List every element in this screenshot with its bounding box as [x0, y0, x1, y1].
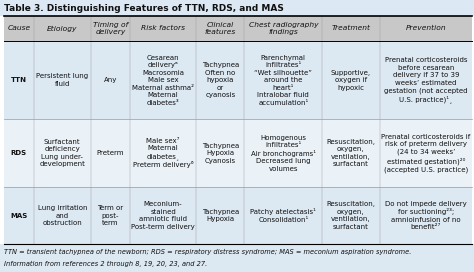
Bar — [4, 41, 472, 119]
Text: Cesarean
deliveryᵃ
Macrosomia
Male sex
Maternal asthma²
Maternal
diabetes³: Cesarean deliveryᵃ Macrosomia Male sex M… — [132, 55, 194, 106]
Bar — [0, 0, 474, 16]
Text: Patchy atelectasis¹
Consolidation¹: Patchy atelectasis¹ Consolidation¹ — [250, 208, 316, 223]
Text: Parenchymal
infiltrates¹
“Wet silhouette”
around the
heart¹
Intralobar fluid
acc: Parenchymal infiltrates¹ “Wet silhouette… — [255, 55, 312, 106]
Text: Homogenous
infiltrates¹
Air bronchograms¹
Decreased lung
volumes: Homogenous infiltrates¹ Air bronchograms… — [251, 135, 316, 172]
Text: Persistent lung
fluid: Persistent lung fluid — [36, 73, 88, 87]
Bar — [0, 244, 474, 272]
Text: Risk factors: Risk factors — [141, 26, 185, 32]
Text: TTN = transient tachypnea of the newborn; RDS = respiratory distress syndrome; M: TTN = transient tachypnea of the newborn… — [4, 249, 411, 255]
Text: Cause: Cause — [7, 26, 30, 32]
Text: Any: Any — [104, 77, 117, 83]
Text: Prenatal corticosteroids if
risk of preterm delivery
(24 to 34 weeks’
estimated : Prenatal corticosteroids if risk of pret… — [381, 134, 470, 172]
Bar — [4, 119, 472, 187]
Text: MAS: MAS — [10, 212, 27, 218]
Text: Male sex⁷
Maternal
diabetes¸
Preterm delivery⁶: Male sex⁷ Maternal diabetes¸ Preterm del… — [133, 138, 193, 168]
Bar — [4, 187, 472, 244]
Text: Resuscitation,
oxygen,
ventilation,
surfactant: Resuscitation, oxygen, ventilation, surf… — [326, 201, 375, 230]
Text: Do not impede delivery
for suctioning²³;
amnioinfusion of no
benefit²⁷: Do not impede delivery for suctioning²³;… — [385, 201, 466, 230]
Text: Preterm: Preterm — [97, 150, 124, 156]
Bar — [4, 16, 472, 41]
Text: Information from references 2 through 8, 19, 20, 23, and 27.: Information from references 2 through 8,… — [4, 261, 207, 267]
Text: Tachypnea
Often no
hypoxia
or
cyanosis: Tachypnea Often no hypoxia or cyanosis — [202, 62, 239, 98]
Text: Treatment: Treatment — [331, 26, 370, 32]
Text: Prenatal corticosteroids
before cesarean
delivery if 37 to 39
weeks’ estimated
g: Prenatal corticosteroids before cesarean… — [384, 57, 467, 103]
Text: Lung irritation
and
obstruction: Lung irritation and obstruction — [37, 205, 87, 226]
Text: Supportive,
oxygen if
hypoxic: Supportive, oxygen if hypoxic — [331, 70, 371, 91]
Text: Tachypnea
Hypoxia
Cyanosis: Tachypnea Hypoxia Cyanosis — [202, 143, 239, 164]
Text: Timing of
delivery: Timing of delivery — [93, 22, 128, 35]
Text: TTN: TTN — [11, 77, 27, 83]
Text: Etiology: Etiology — [47, 26, 78, 32]
Text: RDS: RDS — [11, 150, 27, 156]
Text: Prevention: Prevention — [405, 26, 446, 32]
Text: Tachypnea
Hypoxia: Tachypnea Hypoxia — [202, 209, 239, 222]
Text: Table 3. Distinguishing Features of TTN, RDS, and MAS: Table 3. Distinguishing Features of TTN,… — [4, 4, 284, 13]
Text: Surfactant
deficiency
Lung under-
development: Surfactant deficiency Lung under- develo… — [39, 139, 85, 168]
Text: Meconium-
stained
amniotic fluid
Post-term delivery: Meconium- stained amniotic fluid Post-te… — [131, 201, 195, 230]
Text: Chest radiography
findings: Chest radiography findings — [248, 22, 318, 35]
Text: Resuscitation,
oxygen,
ventilation,
surfactant: Resuscitation, oxygen, ventilation, surf… — [326, 139, 375, 168]
Text: Term or
post-
term: Term or post- term — [97, 205, 123, 226]
Text: Clinical
features: Clinical features — [205, 22, 236, 35]
